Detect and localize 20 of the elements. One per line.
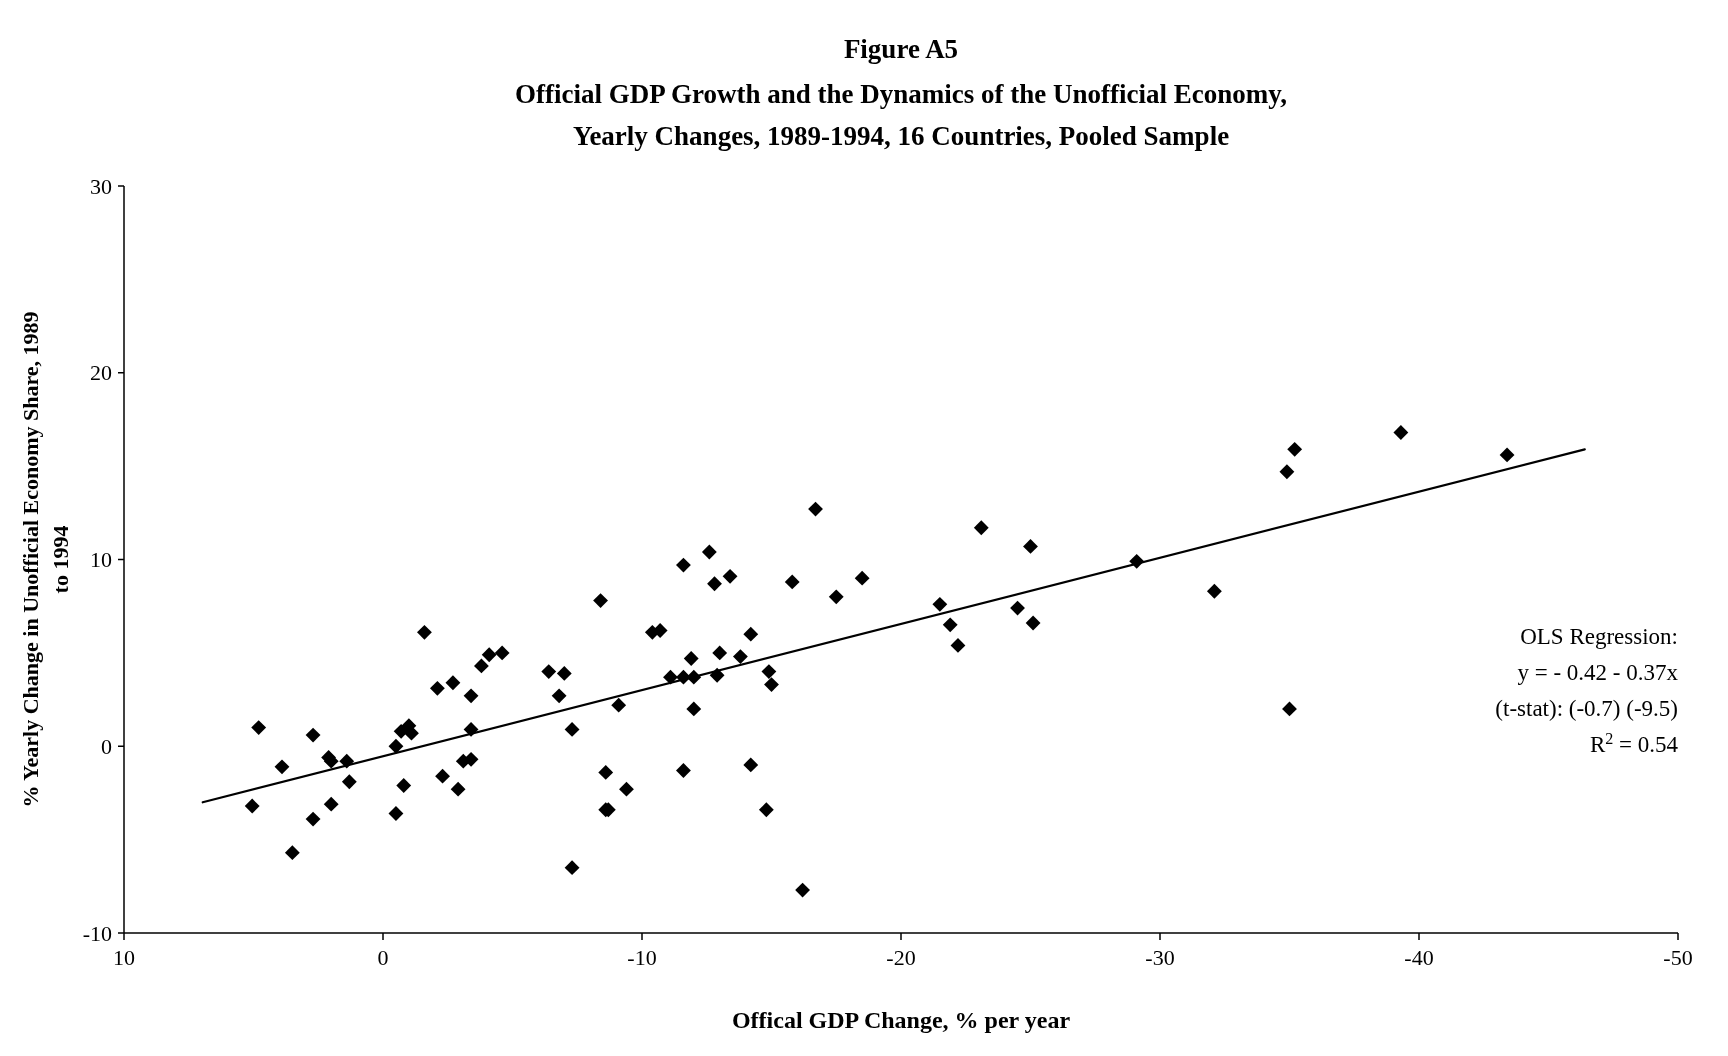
x-tick-label: -40: [1404, 945, 1434, 970]
annotation: (t-stat): (-0.7) (-9.5): [1495, 696, 1678, 721]
y-tick-label: 30: [90, 173, 112, 199]
x-tick-label: -50: [1663, 945, 1693, 970]
y-tick-label: 10: [90, 547, 112, 573]
annotation: OLS Regression:: [1520, 624, 1678, 649]
chart-title: Figure A5: [843, 34, 959, 64]
annotation: y = - 0.42 - 0.37x: [1517, 660, 1679, 685]
annotation: R$^{2}$ = 0.54: [1589, 729, 1679, 757]
x-tick-label: -20: [886, 945, 916, 970]
x-tick-label: 0: [377, 945, 389, 970]
y-axis-title: % Yearly Change in Unofficial Economy Share, 1989 to 1994: [18, 311, 73, 808]
chart-subtitle: Official GDP Growth and the Dynamics of the Unofficial Economy, Yearly Changes, 1989-1994, 16 Countries, Pooled Sample: [515, 79, 1287, 151]
x-tick-label: -10: [627, 945, 657, 970]
y-tick-label: 20: [90, 360, 112, 386]
x-tick-label: -30: [1145, 945, 1175, 970]
x-axis-title: Offical GDP Change, % per year: [731, 1007, 1071, 1033]
y-tick-label: -10: [82, 920, 112, 946]
y-tick-label: 0: [101, 733, 112, 759]
x-tick-label: 10: [113, 945, 135, 970]
